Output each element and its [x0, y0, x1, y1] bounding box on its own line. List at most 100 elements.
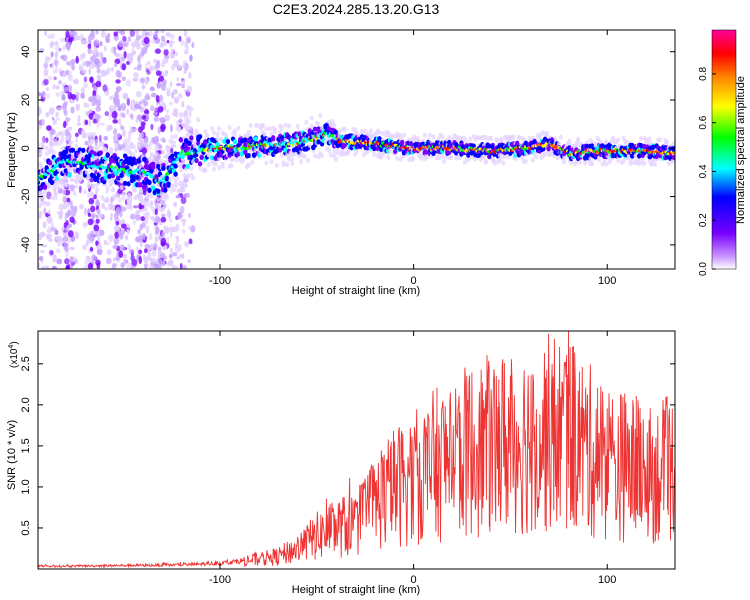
spectrogram-halo-mark: [166, 150, 171, 156]
spectrogram-halo-mark: [260, 123, 265, 129]
spectrogram-halo-mark: [431, 134, 436, 140]
colorbar: 0.0 0.2 0.4 0.6 0.8 Normalized spectral ampl…: [698, 29, 747, 276]
spectrogram-noise-mark: [91, 101, 96, 107]
spectrogram-noise-mark: [121, 129, 127, 137]
spectrogram-noise-mark: [92, 49, 97, 57]
spectrogram-halo-mark: [177, 127, 182, 133]
spectrogram-noise-mark: [122, 35, 127, 42]
spectrogram-halo-mark: [91, 132, 96, 138]
spectrogram-noise-mark: [69, 265, 73, 269]
spectrogram-noise-mark: [96, 115, 100, 123]
spectrogram-halo-mark: [499, 137, 504, 143]
spectrogram-halo-mark: [171, 187, 176, 193]
spectrogram-noise-mark: [47, 209, 51, 215]
spectrogram-noise-mark: [120, 56, 125, 62]
spectrogram-halo-mark: [279, 125, 284, 131]
spectrogram-halo-mark: [41, 144, 46, 150]
spectrogram-halo-mark: [232, 132, 237, 138]
spectrogram-band-mark: [197, 133, 203, 140]
spectrogram-halo-mark: [440, 154, 445, 160]
spectrogram-noise-mark: [97, 51, 103, 58]
snr-peak-point: [639, 408, 641, 410]
spectrogram-halo-mark: [624, 139, 629, 145]
spectrogram-halo-mark: [123, 147, 128, 153]
spectrogram-noise-mark: [57, 242, 61, 247]
spectrogram-halo-mark: [398, 132, 403, 138]
spectrogram-noise-mark: [180, 80, 186, 85]
spectrogram-noise-mark: [87, 218, 94, 226]
spectrogram-noise-mark: [166, 87, 171, 94]
snr-frame: [37, 330, 676, 570]
spectrogram-halo-mark: [672, 141, 675, 147]
spectrogram-halo-mark: [175, 176, 180, 182]
spectrogram-noise-mark: [113, 128, 118, 136]
spectrogram-noise-mark: [131, 50, 135, 57]
spectrogram-halo-mark: [309, 115, 314, 121]
spectrogram-halo-mark: [173, 133, 178, 139]
spectrogram-noise-mark: [163, 40, 167, 47]
spectrogram-y-tick-label: -20: [20, 189, 32, 205]
spectrogram-band-mark: [671, 154, 675, 161]
spectrogram-halo-mark: [41, 194, 46, 200]
spectrogram-noise-mark: [151, 38, 156, 44]
spectrogram-noise-mark: [80, 92, 85, 99]
spectrogram-halo-mark: [65, 135, 70, 141]
spectrogram-noise-mark: [162, 73, 168, 77]
spectrogram-halo-mark: [217, 126, 222, 132]
spectrogram-noise-mark: [87, 119, 92, 127]
spectrogram-noise-mark: [121, 76, 127, 82]
snr-x-axis-label: Height of straight line (km): [292, 584, 420, 596]
spectrogram-halo-mark: [616, 137, 621, 143]
spectrogram-noise-mark: [95, 218, 100, 224]
spectrogram-halo-mark: [281, 160, 286, 166]
spectrogram-noise-mark: [148, 30, 153, 37]
spectrogram-noise-mark: [96, 120, 100, 129]
spectrogram-halo-mark: [422, 132, 427, 138]
spectrogram-halo-mark: [577, 160, 582, 166]
spectrogram-noise-mark: [66, 236, 73, 244]
spectrogram-core-mark: [142, 170, 147, 175]
spectrogram-noise-mark: [52, 138, 57, 142]
spectrogram-halo-mark: [217, 165, 222, 171]
spectrogram-halo-mark: [558, 134, 563, 140]
spectrogram-halo-mark: [309, 123, 314, 129]
snr-peak-point: [544, 379, 546, 381]
spectrogram-noise-mark: [174, 51, 179, 57]
spectrogram-noise-mark: [71, 93, 77, 101]
spectrogram-band-mark: [103, 174, 109, 180]
spectrogram-noise-mark: [55, 92, 62, 97]
spectrogram-noise-mark: [66, 202, 70, 208]
spectrogram-noise-mark: [65, 219, 69, 226]
spectrogram-band-mark: [124, 165, 130, 171]
spectrogram-noise-mark: [157, 126, 161, 134]
spectrogram-noise-mark: [54, 229, 59, 236]
spectrogram-noise-mark: [162, 81, 166, 87]
spectrogram-noise-mark: [122, 92, 127, 100]
spectrogram-noise-mark: [117, 145, 122, 151]
spectrogram-noise-mark: [178, 35, 182, 42]
spectrogram-noise-mark: [132, 77, 139, 82]
spectrogram-noise-mark: [63, 109, 67, 115]
spectrogram-noise-mark: [65, 265, 70, 269]
spectrogram-noise-mark: [112, 244, 118, 250]
spectrogram-halo-mark: [468, 136, 473, 142]
spectrogram-noise-mark: [59, 210, 64, 217]
spectrogram-halo-mark: [74, 143, 79, 149]
snr-peak-point: [498, 379, 500, 381]
spectrogram-noise-mark: [183, 241, 190, 246]
spectrogram-halo-mark: [210, 126, 215, 132]
spectrogram-noise-mark: [71, 64, 76, 71]
spectrogram-noise-mark: [171, 91, 175, 99]
spectrogram-noise-mark: [46, 216, 53, 224]
spectrogram-halo-mark: [79, 170, 84, 176]
spectrogram-noise-mark: [98, 134, 102, 143]
spectrogram-noise-mark: [50, 51, 54, 58]
spectrogram-noise-mark: [122, 253, 128, 259]
spectrogram-halo-mark: [133, 195, 138, 201]
colorbar-label: Normalized spectral amplitude: [735, 76, 747, 224]
spectrogram-noise-mark: [187, 259, 192, 264]
spectrogram-noise-mark: [43, 78, 49, 86]
spectrogram-halo-mark: [290, 161, 295, 167]
spectrogram-halo-mark: [332, 148, 337, 154]
spectrogram-band-mark: [81, 147, 86, 153]
